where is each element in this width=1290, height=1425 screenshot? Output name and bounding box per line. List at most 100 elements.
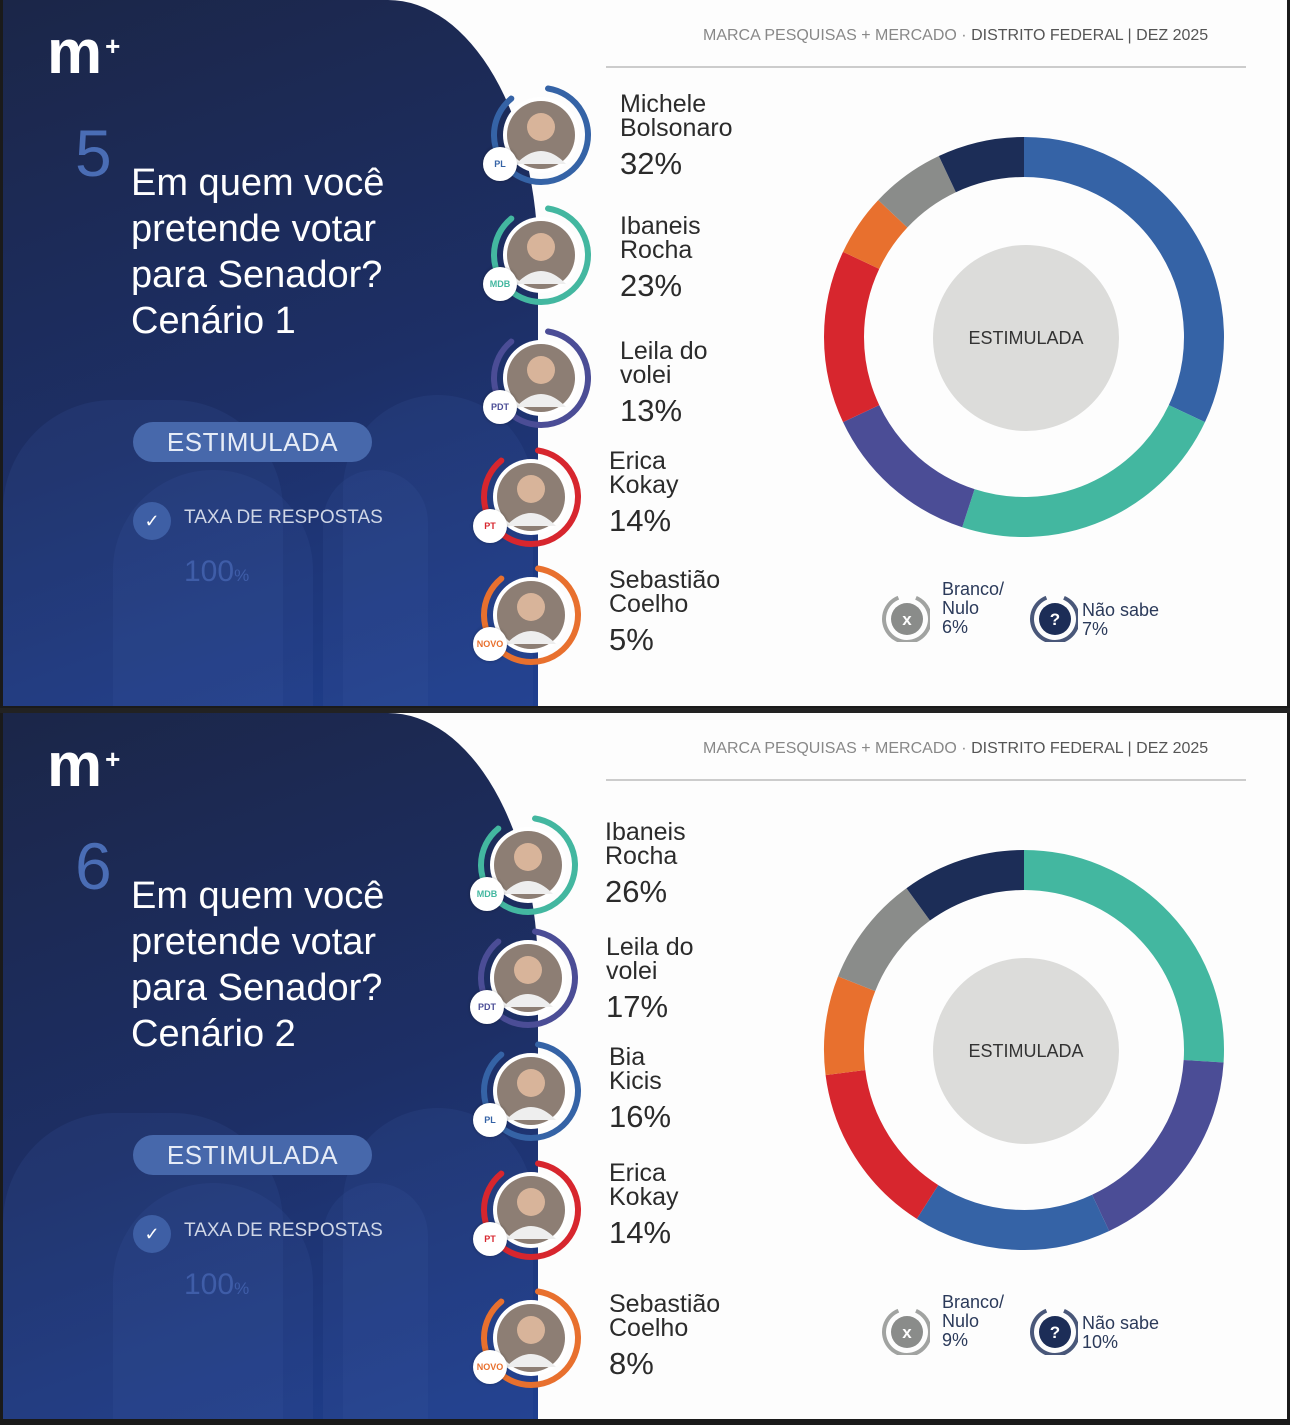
svg-text:x: x <box>902 1323 912 1342</box>
survey-region: DISTRITO FEDERAL | <box>971 740 1132 757</box>
question-title: Em quem você pretende votar para Senador… <box>131 875 385 1055</box>
candidate-name: Ibaneis Rocha <box>620 212 701 263</box>
candidate-avatar <box>478 815 578 915</box>
party-badge-pt: PT <box>473 1222 507 1256</box>
candidate-name: Bia Kicis <box>609 1043 662 1094</box>
header-dot: · <box>961 27 967 44</box>
legend-value: 7% <box>1082 619 1109 639</box>
poll-panel: m + 6 Em quem você pretende votar para Sena… <box>3 713 1287 1419</box>
estimulada-badge: ESTIMULADA <box>133 1135 372 1175</box>
party-badge-pl: PL <box>473 1103 507 1137</box>
candidate-percentage: 14% <box>609 1215 672 1250</box>
survey-header: MARCA PESQUISAS + MERCADO · DISTRITO FED… <box>703 27 1208 45</box>
donut-center-label: ESTIMULADA <box>933 958 1119 1144</box>
candidate-avatar <box>481 447 581 547</box>
response-rate-number: 100 <box>184 1268 235 1301</box>
donut-segment <box>1023 137 1224 423</box>
donut-segment <box>825 1069 939 1219</box>
survey-date: DEZ 2025 <box>1136 740 1209 757</box>
donut-center-label: ESTIMULADA <box>933 245 1119 431</box>
background-shape <box>323 470 428 706</box>
candidate-name: Ibaneis Rocha <box>605 818 686 870</box>
response-rate-value: 100% <box>184 555 249 589</box>
donut-chart <box>824 137 1224 537</box>
candidate-avatar <box>478 928 578 1028</box>
candidate-name-line1: Sebastião <box>609 1290 721 1318</box>
response-rate-label: TAXA DE RESPOSTAS <box>184 1220 383 1241</box>
candidate-percentage: 32% <box>620 146 683 181</box>
donut-segment <box>878 156 957 228</box>
response-rate-value: 100% <box>184 1268 249 1302</box>
donut-segment <box>906 850 1025 921</box>
brand-logo: m + <box>47 731 121 800</box>
candidate-name-line2: Kokay <box>609 471 679 499</box>
check-icon: ✓ <box>133 502 171 540</box>
candidate-name-line2: volei <box>620 361 672 389</box>
candidate-avatar <box>491 85 591 185</box>
donut-segment <box>843 200 908 270</box>
party-badge-novo: NOVO <box>473 627 507 661</box>
candidate-name-line1: Bia <box>609 1043 646 1071</box>
legend-value: 6% <box>942 617 969 637</box>
candidate-name-line1: Michele <box>620 90 707 118</box>
question-title: Em quem você pretende votar para Senador… <box>131 162 385 342</box>
survey-source: MARCA PESQUISAS + MERCADO <box>703 740 957 757</box>
candidate-percentage: 8% <box>609 1346 654 1381</box>
party-badge-pt: PT <box>473 509 507 543</box>
candidate-name: Michele Bolsonaro <box>620 90 733 141</box>
legend-value: 9% <box>942 1330 969 1350</box>
panel-separator <box>0 708 1290 713</box>
candidate-name-line1: Ibaneis <box>620 212 701 240</box>
candidate-name-line1: Erica <box>609 447 666 475</box>
candidate-percentage: 5% <box>609 622 654 657</box>
legend-label-line1: Branco/ <box>942 579 1005 599</box>
question-number: 6 <box>75 829 112 903</box>
background-shape <box>323 1183 428 1419</box>
candidate-name-line2: Coelho <box>609 590 689 618</box>
legend-label-line1: Não sabe <box>1082 600 1160 620</box>
x-icon: x <box>882 1308 930 1355</box>
survey-header: MARCA PESQUISAS + MERCADO · DISTRITO FED… <box>703 740 1208 758</box>
candidate-percentage: 26% <box>605 874 668 909</box>
candidate-avatar <box>481 1288 581 1388</box>
candidate-name: Leila do volei <box>620 337 708 389</box>
candidate-name-line1: Sebastião <box>609 566 721 594</box>
candidate-name-line1: Leila do <box>606 933 694 961</box>
poll-panel: m + 5 Em quem você pretende votar para Sena… <box>3 0 1287 706</box>
party-badge-pdt: PDT <box>470 990 504 1024</box>
svg-text:?: ? <box>1050 610 1060 629</box>
candidate-percentage: 13% <box>620 393 683 428</box>
donut-segment <box>1091 1059 1224 1231</box>
response-rate-label: TAXA DE RESPOSTAS <box>184 507 383 528</box>
party-badge-pdt: PDT <box>483 390 517 424</box>
donut-segment <box>938 137 1025 193</box>
candidate-avatar <box>491 328 591 428</box>
candidate-name: Leila do volei <box>606 933 694 984</box>
svg-text:?: ? <box>1050 1323 1060 1342</box>
donut-segment <box>824 976 876 1076</box>
candidate-name: Sebastião Coelho <box>609 1290 721 1341</box>
legend-nao-sabe: Não sabe 7% <box>1082 601 1159 639</box>
candidate-name: Sebastião Coelho <box>609 566 721 618</box>
question-icon: ? <box>1030 595 1078 642</box>
x-icon: x <box>882 595 930 642</box>
candidate-avatar <box>491 205 591 305</box>
party-badge-mdb: MDB <box>483 267 517 301</box>
candidate-percentage: 16% <box>609 1099 672 1134</box>
candidate-avatar <box>481 1160 581 1260</box>
candidate-avatar <box>481 565 581 665</box>
party-badge-novo: NOVO <box>473 1350 507 1384</box>
legend-label-line2: Nulo <box>942 1311 980 1331</box>
donut-segment <box>962 404 1205 537</box>
candidate-percentage: 17% <box>606 989 669 1024</box>
candidate-name-line1: Ibaneis <box>605 818 686 846</box>
candidate-name: Erica Kokay <box>609 447 679 499</box>
candidate-avatar <box>481 1041 581 1141</box>
candidate-name-line2: Rocha <box>605 842 678 870</box>
survey-region: DISTRITO FEDERAL | <box>971 27 1132 44</box>
candidate-percentage: 23% <box>620 268 683 303</box>
donut-chart <box>824 850 1224 1250</box>
question-sidebar: m + 5 Em quem você pretende votar para Sena… <box>3 0 538 706</box>
candidate-name-line1: Leila do <box>620 337 708 365</box>
header-divider <box>606 66 1246 68</box>
